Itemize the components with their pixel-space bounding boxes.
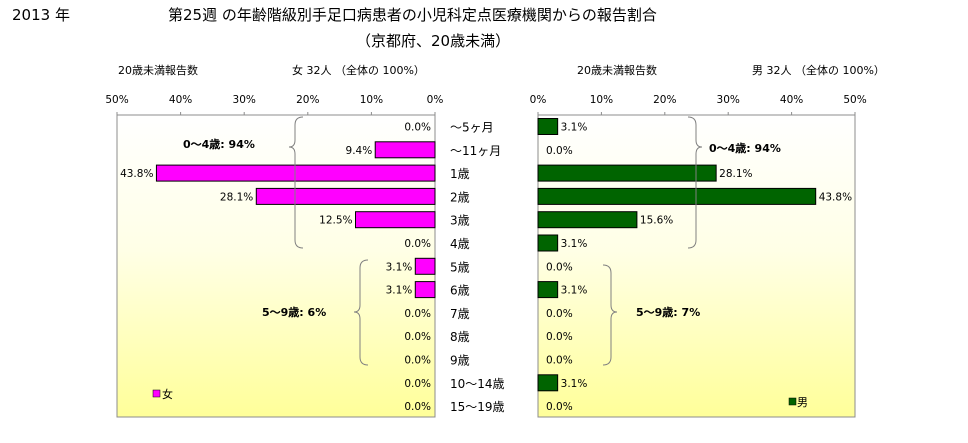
female-brace-0-4 xyxy=(288,116,304,249)
age-category-label: 8歳 xyxy=(450,330,470,344)
age-category-label: 7歳 xyxy=(450,307,470,321)
male-bar xyxy=(537,234,559,252)
female-data-label: 0.0% xyxy=(404,238,431,250)
female-data-label: 0.0% xyxy=(404,122,431,134)
male-x-tick-label: 20% xyxy=(653,94,676,106)
female-legend-label: 女 xyxy=(162,387,173,401)
male-data-label: 0.0% xyxy=(546,331,573,343)
male-bar xyxy=(537,281,559,299)
male-data-label: 3.1% xyxy=(561,285,588,297)
male-data-label: 0.0% xyxy=(546,261,573,273)
age-category-labels: ～5ヶ月 ～11ヶ月 1歳 2歳 3歳 4歳 5歳 6歳 7歳 8歳 9歳 10～14歳 15～19歳 xyxy=(450,121,505,415)
female-bars xyxy=(155,141,436,299)
female-subtitle-count: 20歳未満報告数 xyxy=(118,64,198,77)
female-bar xyxy=(414,281,436,299)
female-data-label: 12.5% xyxy=(319,215,352,227)
male-data-label: 43.8% xyxy=(819,191,852,203)
female-brace-5-9 xyxy=(353,259,369,366)
age-category-label: ～5ヶ月 xyxy=(450,121,494,135)
age-category-label: ～11ヶ月 xyxy=(450,144,501,158)
age-category-label: 2歳 xyxy=(450,190,470,204)
male-x-tick-label: 40% xyxy=(780,94,803,106)
male-data-label: 28.1% xyxy=(719,168,752,180)
female-x-tick-label: 0% xyxy=(427,94,444,106)
male-legend-swatch xyxy=(788,397,797,406)
female-data-label: 3.1% xyxy=(386,261,413,273)
male-data-label: 3.1% xyxy=(561,122,588,134)
male-bar xyxy=(537,164,717,182)
male-bar xyxy=(537,118,559,135)
male-brace-0-4 xyxy=(687,116,703,249)
male-subtitle-total: 男 32人 （全体の 100%） xyxy=(752,63,885,77)
male-legend-label: 男 xyxy=(797,396,808,409)
age-category-label: 10～14歳 xyxy=(450,377,505,391)
female-bar xyxy=(155,164,436,182)
male-x-tick-label: 30% xyxy=(717,94,740,106)
male-bar xyxy=(537,211,638,229)
female-x-tick-label: 30% xyxy=(233,94,256,106)
male-bar xyxy=(537,187,817,205)
age-category-label: 1歳 xyxy=(450,167,470,181)
female-data-label: 28.1% xyxy=(220,191,253,203)
female-bar xyxy=(374,141,436,159)
female-legend-swatch xyxy=(152,389,161,398)
female-bar xyxy=(255,187,436,205)
year-label: 2013 年 xyxy=(12,6,70,24)
male-x-tick-label: 0% xyxy=(530,94,547,106)
male-bar xyxy=(537,374,559,392)
female-x-tick-label: 50% xyxy=(105,94,128,106)
female-x-tick-label: 10% xyxy=(360,94,383,106)
female-data-label: 0.0% xyxy=(404,331,431,343)
age-category-label: 9歳 xyxy=(450,354,470,368)
male-chart: 0% 10% 20% 30% 40% 50% 3.1% 0.0% 28.1% 43.8% 15.6… xyxy=(530,94,867,418)
age-category-label: 5歳 xyxy=(450,260,470,274)
female-data-labels: 0.0% 9.4% 43.8% 28.1% 12.5% 0.0% 3.1% 3.1% 0.0% 0… xyxy=(120,122,431,414)
female-annotation-0-4: 0～4歳: 94% xyxy=(183,137,255,151)
male-data-label: 0.0% xyxy=(546,145,573,157)
chart-title: 第25週 の年齢階級別手足口病患者の小児科定点医療機関からの報告割合 xyxy=(168,6,657,24)
male-data-label: 3.1% xyxy=(561,378,588,390)
female-data-label: 0.0% xyxy=(404,355,431,367)
female-x-axis: 50% 40% 30% 20% 10% 0% xyxy=(105,94,443,115)
female-chart: 50% 40% 30% 20% 10% 0% 0.0% 9.4% 43.8% 28.1% 12.5… xyxy=(105,94,443,418)
male-data-label: 15.6% xyxy=(640,215,673,227)
age-category-label: 15～19歳 xyxy=(450,400,505,414)
male-brace-5-9 xyxy=(602,264,618,366)
male-data-label: 3.1% xyxy=(561,238,588,250)
male-annotation-5-9: 5～9歳: 7% xyxy=(636,305,700,319)
male-data-label: 0.0% xyxy=(546,308,573,320)
male-x-tick-label: 50% xyxy=(843,94,866,106)
female-subtitle-total: 女 32人 （全体の 100%） xyxy=(292,63,425,77)
female-x-tick-label: 40% xyxy=(169,94,192,106)
male-data-label: 0.0% xyxy=(546,401,573,413)
female-data-label: 0.0% xyxy=(404,308,431,320)
male-x-tick-label: 10% xyxy=(590,94,613,106)
male-data-labels: 3.1% 0.0% 28.1% 43.8% 15.6% 3.1% 0.0% 3.1% 0.0% 0… xyxy=(546,122,852,414)
age-category-label: 6歳 xyxy=(450,284,470,298)
male-annotation-0-4: 0～4歳: 94% xyxy=(709,141,781,155)
female-data-label: 3.1% xyxy=(386,285,413,297)
chart-title-line2: （京都府、20歳未満） xyxy=(356,32,510,50)
female-data-label: 0.0% xyxy=(404,378,431,390)
female-x-tick-label: 20% xyxy=(296,94,319,106)
male-x-axis: 0% 10% 20% 30% 40% 50% xyxy=(530,94,867,115)
age-category-label: 4歳 xyxy=(450,237,470,251)
male-bars xyxy=(537,118,817,392)
male-subtitle-count: 20歳未満報告数 xyxy=(577,64,657,77)
female-bar xyxy=(355,211,436,229)
male-data-label: 0.0% xyxy=(546,355,573,367)
age-category-label: 3歳 xyxy=(450,214,470,228)
female-data-label: 43.8% xyxy=(120,168,153,180)
female-data-label: 0.0% xyxy=(404,401,431,413)
female-data-label: 9.4% xyxy=(346,145,373,157)
female-bar xyxy=(414,257,436,275)
female-annotation-5-9: 5～9歳: 6% xyxy=(262,305,326,319)
